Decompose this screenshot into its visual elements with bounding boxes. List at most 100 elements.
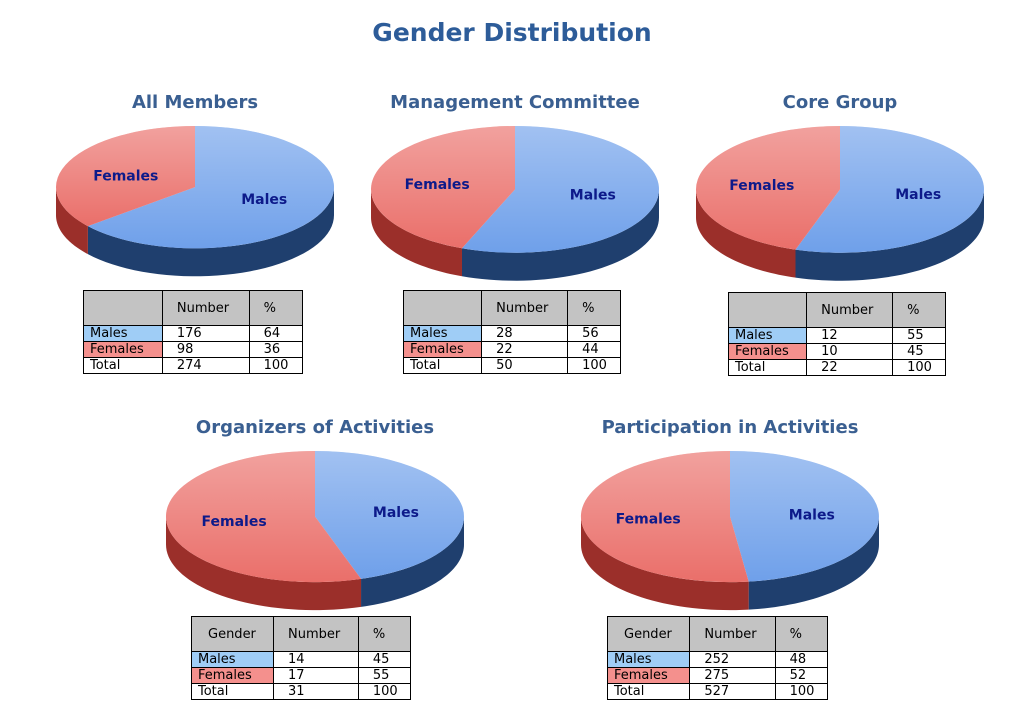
table-header-number: Number: [273, 616, 359, 652]
cell-percent: 100: [774, 683, 829, 700]
cell-number: 50: [481, 357, 569, 374]
pie-slice-highlight: [165, 451, 362, 583]
table-header-gender: Gender: [606, 616, 691, 652]
row-label-males: Males: [190, 651, 275, 668]
table-row: Females 22 44: [402, 341, 621, 358]
row-label-males: Males: [402, 325, 483, 342]
table-header-number: Number: [806, 292, 894, 328]
cell-number: 176: [161, 325, 250, 342]
table-row: Males 176 64: [83, 325, 304, 342]
data-table: Gender Number % Males 14 45 Females 17 5…: [190, 616, 412, 700]
pie-slice-highlight: [730, 451, 879, 582]
cell-number: 527: [689, 683, 776, 700]
pie-slice-highlight: [461, 126, 660, 253]
pie-label-females: Females: [202, 514, 267, 530]
table-row: Total 31 100: [190, 683, 412, 700]
cell-percent: 48: [774, 651, 829, 668]
pie-chart: Males Females: [695, 126, 984, 281]
table-header-percent: %: [892, 292, 946, 328]
row-label-females: Females: [727, 343, 808, 360]
cell-number: 12: [806, 327, 894, 344]
pie-label-males: Males: [241, 192, 287, 208]
cell-percent: 45: [892, 343, 946, 360]
table-row: Total 50 100: [402, 357, 621, 374]
row-label-males: Males: [727, 327, 808, 344]
table-row: Total 274 100: [83, 357, 304, 374]
table-header-number: Number: [481, 290, 569, 326]
data-table: Number % Males 28 56 Females 22 44 Total…: [402, 290, 621, 374]
table-row: Females 10 45: [727, 343, 946, 360]
table-row: Males 12 55: [727, 327, 946, 344]
pie-label-males: Males: [895, 187, 941, 203]
chart-title: All Members: [131, 92, 259, 113]
table-header-gender: [402, 290, 483, 326]
pie-side-males: [795, 189, 984, 281]
cell-percent: 52: [774, 667, 829, 684]
cell-number: 275: [689, 667, 776, 684]
pie-chart: Males Females: [371, 126, 660, 281]
table-header-percent: %: [774, 616, 829, 652]
cell-number: 252: [689, 651, 776, 668]
table-row: Males 14 45: [190, 651, 412, 668]
cell-number: 274: [161, 357, 250, 374]
pie-side-males: [361, 516, 464, 607]
table-header-gender: [727, 292, 808, 328]
cell-percent: 100: [892, 359, 946, 376]
pie-label-females: Females: [93, 168, 158, 184]
cell-percent: 55: [357, 667, 412, 684]
row-label-total: Total: [606, 683, 691, 700]
table-header-number: Number: [161, 290, 250, 326]
chart-title: Organizers of Activities: [195, 417, 435, 438]
table-header-gender: Gender: [190, 616, 275, 652]
chart-panel-participation-in-activities: Participation in Activities Males Females…: [575, 415, 885, 715]
pie-slice-highlight: [56, 126, 196, 227]
pie-side-females: [56, 187, 88, 255]
chart-panel-organizers-of-activities: Organizers of Activities Males Females Ge…: [160, 415, 470, 715]
pie-chart: Males Females: [580, 451, 879, 611]
pie-label-females: Females: [405, 177, 470, 193]
pie-side-males: [748, 516, 879, 610]
data-table: Number % Males 176 64 Females 98 36 Tota…: [83, 290, 304, 374]
table-row: Females 275 52: [606, 667, 829, 684]
row-label-females: Females: [402, 341, 483, 358]
data-table: Gender Number % Males 252 48 Females 275…: [606, 616, 829, 700]
cell-percent: 55: [892, 327, 946, 344]
chart-panel-management-committee: Management Committee Males Females Number…: [365, 90, 665, 390]
cell-number: 22: [806, 359, 894, 376]
chart-panel-core-group: Core Group Males Females Number % Males 1…: [690, 90, 990, 390]
pie-label-females: Females: [729, 178, 794, 194]
row-label-males: Males: [606, 651, 691, 668]
cell-percent: 36: [248, 341, 304, 358]
pie-chart: Males Females: [56, 126, 335, 277]
pie-side-females: [581, 516, 749, 611]
row-label-total: Total: [402, 357, 483, 374]
row-label-total: Total: [190, 683, 275, 700]
pie-slice-highlight: [315, 451, 464, 579]
cell-percent: 56: [567, 325, 621, 342]
table-header-gender: [83, 290, 163, 326]
pie-slice-highlight: [795, 126, 984, 253]
pie-label-females: Females: [616, 511, 681, 527]
cell-percent: 44: [567, 341, 621, 358]
pie-slice-highlight: [580, 451, 749, 583]
pie-label-males: Males: [789, 508, 835, 524]
table-row: Males 252 48: [606, 651, 829, 668]
row-label-total: Total: [83, 357, 163, 374]
row-label-total: Total: [727, 359, 808, 376]
row-label-males: Males: [83, 325, 163, 342]
cell-number: 22: [481, 341, 569, 358]
table-row: Total 22 100: [727, 359, 946, 376]
table-row: Females 98 36: [83, 341, 304, 358]
data-table: Number % Males 12 55 Females 10 45 Total…: [727, 292, 946, 376]
cell-percent: 64: [248, 325, 304, 342]
pie-slice-highlight: [87, 126, 335, 249]
cell-number: 28: [481, 325, 569, 342]
chart-title: Management Committee: [390, 92, 640, 113]
chart-panel-all-members: All Members Males Females Number % Males …: [50, 90, 340, 390]
table-row: Females 17 55: [190, 667, 412, 684]
row-label-females: Females: [190, 667, 275, 684]
pie-side-males: [461, 189, 659, 281]
table-header-percent: %: [248, 290, 304, 326]
row-label-females: Females: [606, 667, 691, 684]
cell-number: 31: [273, 683, 359, 700]
